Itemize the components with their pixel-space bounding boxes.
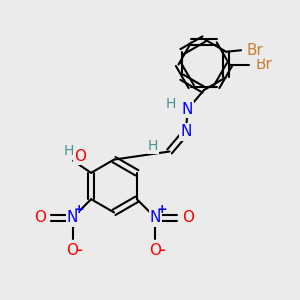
Text: N: N bbox=[150, 210, 161, 225]
Text: O: O bbox=[34, 210, 46, 225]
Text: H: H bbox=[166, 97, 176, 111]
Text: N: N bbox=[67, 210, 78, 225]
Text: Br: Br bbox=[246, 43, 263, 58]
Text: -: - bbox=[76, 241, 83, 260]
Text: O: O bbox=[149, 243, 161, 258]
Text: O: O bbox=[74, 149, 86, 164]
Text: Br: Br bbox=[256, 57, 272, 72]
Text: +: + bbox=[74, 203, 84, 216]
Text: H: H bbox=[63, 144, 74, 158]
Text: N: N bbox=[182, 102, 193, 117]
Text: -: - bbox=[158, 241, 166, 260]
Text: N: N bbox=[180, 124, 192, 140]
Text: +: + bbox=[157, 203, 167, 216]
Text: H: H bbox=[148, 139, 158, 153]
Text: O: O bbox=[182, 210, 194, 225]
Text: O: O bbox=[67, 243, 79, 258]
